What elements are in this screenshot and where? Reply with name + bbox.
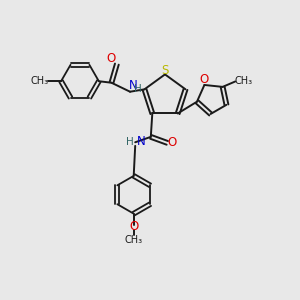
- Text: CH₃: CH₃: [124, 235, 143, 245]
- Text: O: O: [167, 136, 177, 149]
- Text: CH₃: CH₃: [235, 76, 253, 86]
- Text: O: O: [199, 73, 208, 86]
- Text: CH₃: CH₃: [31, 76, 49, 86]
- Text: H: H: [134, 84, 142, 94]
- Text: N: N: [129, 79, 138, 92]
- Text: O: O: [129, 220, 138, 233]
- Text: S: S: [162, 64, 169, 77]
- Text: O: O: [107, 52, 116, 65]
- Text: N: N: [136, 135, 145, 148]
- Text: H: H: [126, 137, 134, 147]
